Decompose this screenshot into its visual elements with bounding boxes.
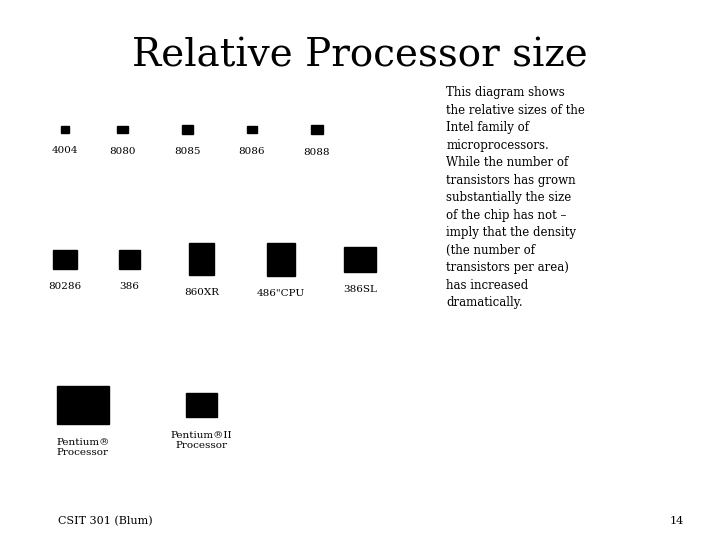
Text: 860XR: 860XR	[184, 288, 219, 298]
Text: 14: 14	[670, 516, 684, 526]
Text: 486"CPU: 486"CPU	[257, 289, 305, 299]
Text: This diagram shows
the relative sizes of the
Intel family of
microprocessors.
Wh: This diagram shows the relative sizes of…	[446, 86, 585, 309]
Text: 80286: 80286	[48, 282, 81, 292]
Text: Pentium®
Processor: Pentium® Processor	[56, 438, 109, 457]
Text: 4004: 4004	[52, 146, 78, 156]
Text: 8088: 8088	[304, 147, 330, 157]
Text: CSIT 301 (Blum): CSIT 301 (Blum)	[58, 516, 152, 526]
Text: 386SL: 386SL	[343, 285, 377, 294]
Text: 8086: 8086	[239, 146, 265, 156]
Text: Pentium®II
Processor: Pentium®II Processor	[171, 431, 233, 450]
Text: 8085: 8085	[174, 147, 200, 156]
Text: 386: 386	[120, 282, 140, 292]
Text: 8080: 8080	[109, 147, 135, 156]
Text: Relative Processor size: Relative Processor size	[132, 38, 588, 75]
